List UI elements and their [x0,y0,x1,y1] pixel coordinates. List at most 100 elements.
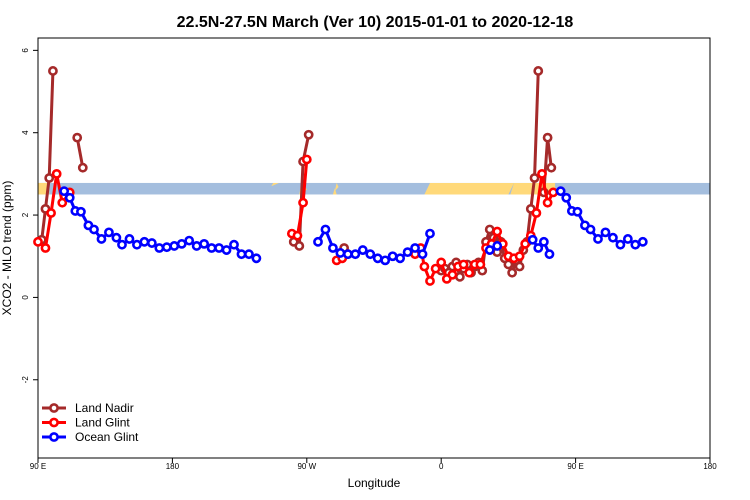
band-land-4 [332,188,337,195]
plot-frame [37,37,711,459]
data-point [622,234,633,244]
data-point [542,197,553,208]
data-point [637,236,648,247]
data-point [350,249,361,260]
data-point [492,226,503,237]
x-tick-label: 180 [166,462,180,471]
data-point [608,232,618,243]
y-tick-label: 2 [21,212,30,217]
x-axis-label: Longitude [348,476,401,490]
legend-marker [49,403,59,413]
x-tick-label: 90 W [297,462,316,471]
legend-marker [49,432,59,442]
x-tick-label: 90 E [30,462,46,471]
data-point [537,168,547,179]
data-point [184,235,195,246]
x-tick-label: 90 E [567,462,583,471]
data-point [221,245,232,255]
band-ocean [38,182,710,195]
y-axis-label: XCO2 - MLO trend (ppm) [0,181,14,316]
series-line [75,137,85,168]
data-point [425,228,435,239]
band-land-6 [424,182,514,195]
band-land-5 [334,182,339,192]
data-point [548,187,559,198]
series-land-nadir [36,66,557,282]
data-point [410,243,420,253]
data-point [48,66,58,76]
data-point [176,238,187,249]
legend-label: Ocean Glint [75,430,139,444]
data-point [251,253,262,264]
y-tick-label: -2 [21,376,30,384]
data-point [475,259,486,270]
data-point [544,249,555,260]
data-point [507,267,518,278]
data-point [447,269,458,280]
data-point [313,236,323,247]
data-point [454,271,465,282]
data-point [303,129,314,140]
data-point [555,186,566,197]
data-point [111,232,122,243]
data-point [533,243,544,253]
data-point [357,245,368,255]
data-point [229,239,239,250]
data-point [531,208,542,218]
data-point [546,162,557,173]
data-point [206,243,217,253]
data-point [529,173,540,183]
data-point [236,249,247,260]
data-point [89,224,99,235]
data-point [425,276,435,286]
y-tick-label: 6 [21,48,30,53]
data-point [402,247,413,258]
data-point [533,66,544,76]
data-point [76,206,86,217]
data-point [593,234,603,244]
data-point [380,255,391,266]
data-point [117,239,127,250]
data-point [51,168,62,179]
data-point [365,249,376,260]
data-point [430,263,441,274]
data-point [161,242,172,253]
data-point [294,241,305,251]
x-axis: 90 E 180 90 W 0 90 E 180 [30,458,717,471]
band-layer [38,182,710,195]
data-point [320,224,331,235]
data-point [146,238,157,248]
data-point [458,259,469,270]
data-point [542,132,553,143]
series-line [40,70,55,240]
data-point [96,234,107,244]
data-point [57,197,68,208]
data-point [33,236,43,247]
series-land-glint [33,154,559,286]
data-point [191,241,202,251]
data-point [342,249,353,260]
legend-marker [49,417,59,428]
x-tick-label: 0 [439,462,444,471]
data-point [514,251,525,262]
data-point [538,236,549,247]
data-point [615,239,626,250]
data-point [199,238,210,249]
data-point [335,248,346,258]
data-point [72,132,83,143]
series-layer [33,66,648,286]
data-point [244,249,254,260]
data-point [417,249,428,260]
data-point [154,243,165,253]
band-land-7 [495,185,511,191]
data-point [436,257,447,268]
band-land-1 [271,182,279,187]
y-axis: -2 0 2 4 6 [21,48,38,384]
data-point [585,224,596,235]
data-point [387,251,398,262]
data-point [527,234,538,245]
data-point [372,253,383,264]
data-point [132,239,142,250]
